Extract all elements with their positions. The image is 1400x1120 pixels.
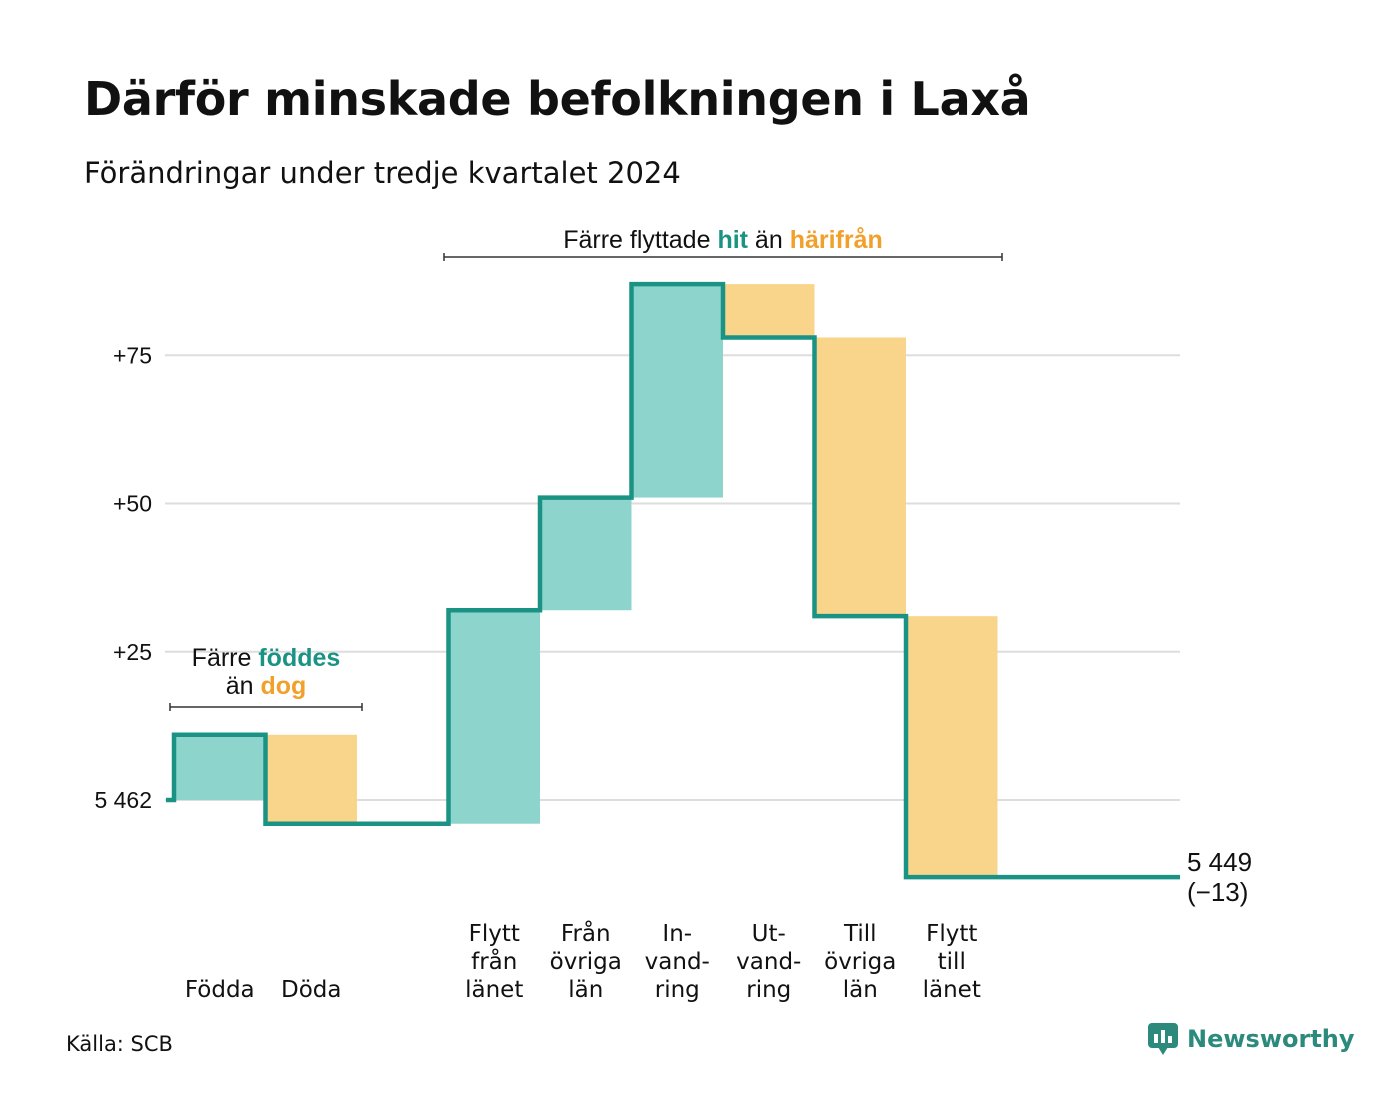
waterfall-line: [166, 281, 1180, 880]
y-tick-label: 5 462: [94, 787, 152, 813]
bar-increase: [174, 734, 266, 800]
bar-decrease: [814, 337, 906, 617]
bars: [174, 284, 998, 878]
category-label: Flytt: [469, 921, 520, 947]
annotation-part: Färre: [192, 644, 259, 672]
y-tick-label: +50: [113, 491, 152, 517]
annotation-text: än dog: [226, 672, 307, 700]
chart-subtitle: Förändringar under tredje kvartalet 2024: [84, 156, 681, 190]
annotation-part: dog: [260, 672, 306, 700]
category-label: Födda: [185, 977, 255, 1003]
category-label: län: [568, 977, 603, 1003]
category-label: vand-: [645, 949, 710, 975]
bar-increase: [631, 284, 723, 498]
end-change-label: (−13): [1187, 877, 1248, 907]
bar-increase: [540, 497, 632, 611]
category-label: länet: [465, 977, 523, 1003]
annotation-text: Färre flyttade hit än härifrån: [563, 226, 883, 254]
category-label: Ut-: [752, 921, 786, 947]
category-label: Från: [561, 919, 611, 947]
category-label: vand-: [736, 949, 801, 975]
category-labels: Födda DödaFlyttfrånlänetFrånövrigalänIn-v…: [185, 919, 981, 1003]
y-tick-label: +75: [113, 342, 152, 368]
annotation-part: än: [748, 226, 790, 254]
source-note: Källa: SCB: [66, 1032, 173, 1056]
category-label: län: [843, 977, 878, 1003]
annotation-part: Färre flyttade: [563, 226, 717, 254]
annotation-part: föddes: [258, 644, 340, 672]
category-label: Flytt: [926, 921, 977, 947]
category-label: ring: [655, 977, 700, 1003]
annotation-part: än: [226, 672, 261, 700]
logo-text: Newsworthy: [1187, 1025, 1355, 1053]
category-label: Döda: [281, 977, 341, 1003]
bar-decrease: [906, 616, 998, 878]
waterfall-chart: 5 462+25+50+75 Födda DödaFlyttfrånlänetFr…: [94, 226, 1252, 1003]
annotation-part: hit: [717, 226, 748, 254]
newsworthy-logo: Newsworthy: [1147, 1022, 1355, 1056]
category-label: Till: [843, 921, 877, 947]
y-tick-label: +25: [113, 639, 152, 665]
newsworthy-logo-icon: [1148, 1023, 1178, 1055]
category-label: övriga: [824, 949, 896, 975]
category-label: övriga: [550, 949, 622, 975]
category-label: till: [938, 949, 966, 975]
annotation-part: härifrån: [790, 226, 883, 254]
end-label: 5 449(−13): [1187, 847, 1252, 907]
bar-decrease: [723, 284, 815, 338]
bar-increase: [448, 610, 540, 824]
category-label: In-: [662, 921, 692, 947]
category-label: länet: [923, 977, 981, 1003]
category-label: ring: [746, 977, 791, 1003]
y-axis-ticks: 5 462 +25 +50 +75: [94, 342, 152, 813]
step-line: [166, 281, 1180, 880]
annotation-text: Färre föddes: [192, 644, 341, 672]
category-label: från: [471, 947, 517, 975]
chart-title: Därför minskade befolkningen i Laxå: [84, 72, 1031, 126]
end-value-label: 5 449: [1187, 847, 1252, 877]
bar-decrease: [265, 734, 357, 824]
